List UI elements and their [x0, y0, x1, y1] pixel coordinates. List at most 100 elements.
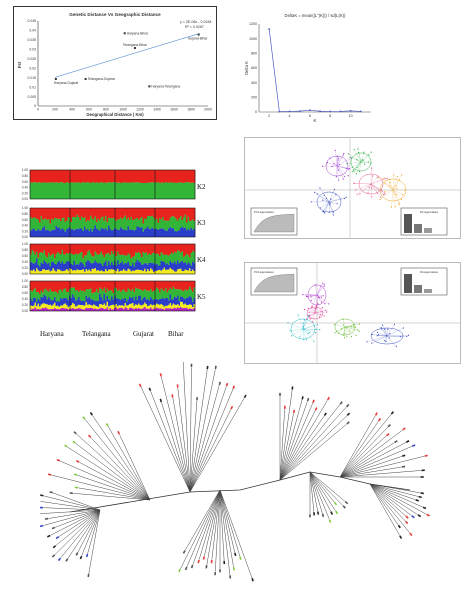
- y-tick-label: 0.80: [22, 248, 28, 252]
- tree-tip: [234, 552, 237, 557]
- pca-eigen-inset: PCA eigenvalues: [250, 267, 298, 296]
- y-tick-label: 0.40: [22, 186, 28, 190]
- y-tick-label: 0: [34, 104, 36, 108]
- tree-tip: [40, 524, 44, 528]
- tree-tip: [314, 407, 318, 411]
- delta-k-point: [278, 110, 281, 113]
- delta-k-plot: DeltaK = mean(|L''(K)|) / sd(L(K)) K Del…: [244, 13, 371, 123]
- tree-tip: [218, 381, 221, 386]
- tree-tip: [89, 412, 93, 416]
- pca-inset-label: PCA eigenvalues: [254, 270, 274, 274]
- x-tick-label: 1000: [119, 108, 127, 112]
- pca-eigen-inset: PCA eigenvalues: [250, 207, 298, 236]
- tree-tip: [219, 569, 221, 573]
- delta-k-point: [288, 110, 291, 113]
- panel-e-dapc-scatter: PCA eigenvalues DA eigenvalues: [244, 262, 461, 364]
- y-axis-label: Fst: [17, 61, 22, 68]
- tree-tip: [206, 365, 209, 370]
- structure-block: [29, 169, 196, 200]
- cluster: [287, 314, 321, 342]
- tree-tip: [210, 559, 213, 564]
- tree-tip: [197, 559, 200, 564]
- y-tick-label: 1.00: [22, 168, 28, 172]
- y-tick-label: 0.20: [22, 191, 28, 195]
- cluster: [366, 323, 410, 347]
- tree-tip: [283, 405, 286, 409]
- tree-tip: [85, 553, 89, 558]
- tree-tip: [190, 564, 194, 569]
- delta-k-point: [309, 109, 311, 112]
- tree-tip: [176, 384, 179, 388]
- cluster-ellipse: [379, 178, 407, 202]
- x-tick-label: 2: [268, 114, 270, 118]
- tree-tip: [292, 409, 296, 414]
- tree-tip: [422, 506, 427, 510]
- tree-tip: [56, 458, 61, 462]
- tree-tip: [339, 401, 343, 405]
- y-tick-label: 0.00: [22, 272, 28, 276]
- tree-tip: [316, 511, 320, 515]
- x-tick-label: 1800: [187, 108, 195, 112]
- y-tick-label: 0.035: [28, 38, 37, 42]
- tree-tip: [65, 558, 69, 562]
- y-tick-label: 0.00: [22, 197, 28, 201]
- tree-tip: [279, 392, 281, 397]
- tree-tip: [326, 396, 330, 401]
- data-point: [84, 77, 87, 80]
- y-tick-label: 200: [251, 96, 257, 100]
- y-tick-label: 0.00: [22, 235, 28, 239]
- block-frame: [29, 243, 196, 275]
- x-axis-label: Geographical Distance ( Km): [86, 112, 144, 117]
- k-label-3: K3: [197, 219, 206, 227]
- x-tick-label: 1600: [170, 108, 178, 112]
- tree-tip: [232, 385, 236, 390]
- tree-tip: [335, 510, 339, 515]
- tree-tip: [148, 387, 152, 392]
- r-squared: R² = 0.0267: [185, 25, 204, 29]
- data-point: [197, 33, 200, 36]
- tree-tip: [397, 524, 401, 529]
- cluster: [377, 174, 407, 208]
- tree-clade: [339, 411, 428, 478]
- tree-clade: [369, 483, 430, 539]
- panel-b-delta-k: DeltaK = mean(|L''(K)|) / sd(L(K)) K Del…: [243, 8, 373, 125]
- tree-tip: [69, 492, 73, 495]
- tree-tip: [309, 514, 311, 518]
- y-tick-label: 0.04: [29, 29, 36, 33]
- tree-tip: [202, 556, 206, 560]
- tree-tip: [421, 469, 425, 472]
- y-tick-label: 0.40: [22, 297, 28, 301]
- tree-tip: [291, 386, 294, 390]
- tree-tip: [74, 486, 79, 489]
- tree-tip: [75, 460, 80, 463]
- y-tick-label: 0.60: [22, 218, 28, 222]
- y-tick-label: 600: [251, 66, 257, 70]
- x-tick-label: 0: [37, 108, 39, 112]
- delta-k-point: [329, 110, 332, 113]
- population-label-haryana: Haryana: [40, 330, 64, 338]
- y-tick-label: 0.40: [22, 260, 28, 264]
- y-tick-label: 0.01: [29, 85, 36, 89]
- delta-k-point: [298, 110, 301, 113]
- tree-tip: [223, 560, 226, 565]
- tree-tip: [196, 397, 198, 401]
- tree-tip: [399, 535, 403, 539]
- y-tick-label: 0.20: [22, 303, 28, 307]
- tree-tip: [51, 526, 56, 530]
- tree-clade: [138, 362, 247, 493]
- tree-tip: [405, 440, 410, 443]
- tree-tip: [239, 556, 242, 560]
- tree-tip: [409, 532, 413, 537]
- pca-inset-label: PCA eigenvalues: [254, 210, 274, 214]
- x-tick-label: 1400: [153, 108, 161, 112]
- delta-k-point: [349, 110, 352, 112]
- delta-k-point: [359, 110, 362, 113]
- dapc-plot-1: PCA eigenvalues DA eigenvalues: [245, 138, 460, 238]
- tree-tip: [214, 365, 217, 370]
- tree-tip: [312, 399, 315, 404]
- tree-tip: [411, 515, 415, 519]
- da-eigen-inset: DA eigenvalues: [400, 207, 448, 236]
- block-frame: [29, 169, 196, 200]
- tree-tip: [313, 512, 316, 516]
- tree-clade: [47, 412, 151, 501]
